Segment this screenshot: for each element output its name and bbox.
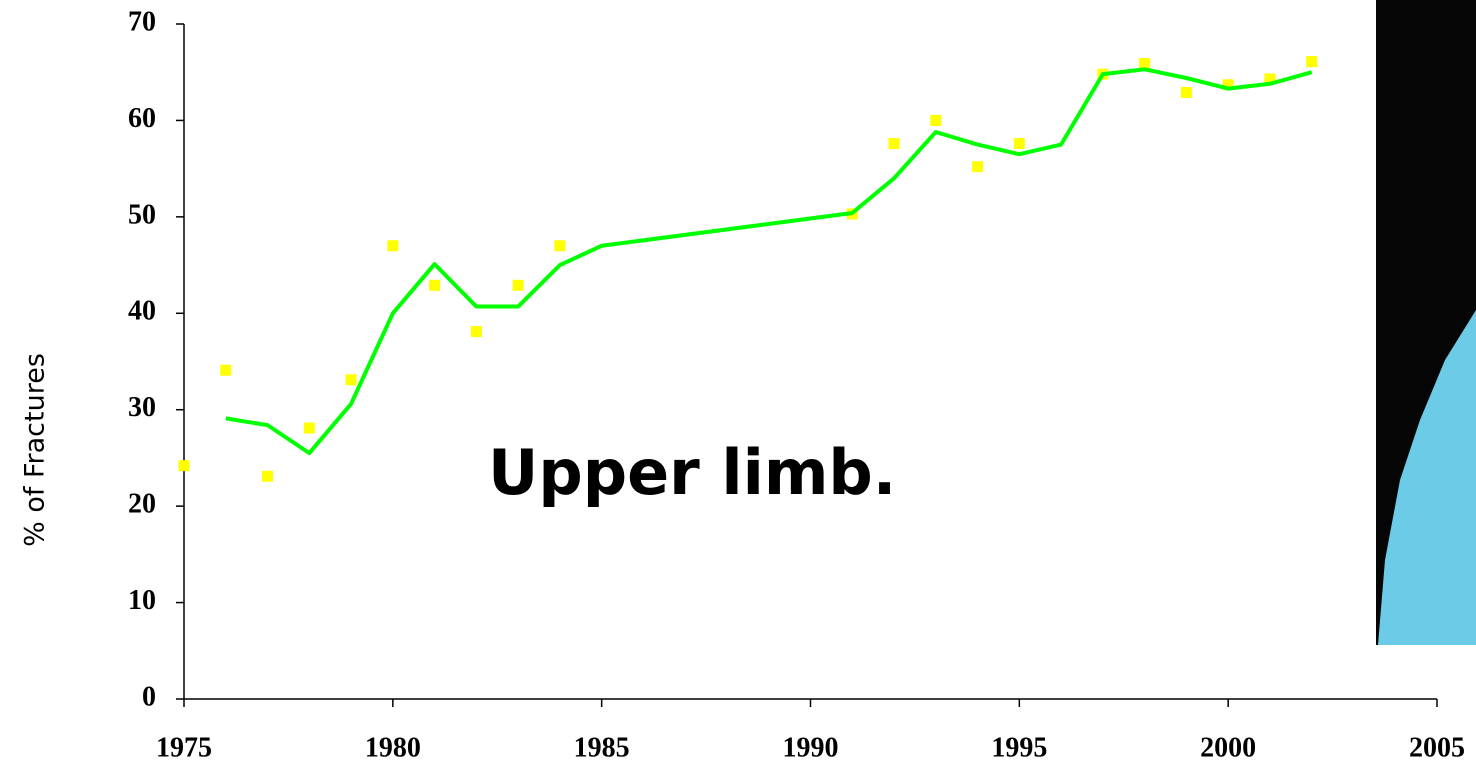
x-tick-label: 1995: [991, 732, 1047, 763]
point: [1014, 138, 1025, 149]
y-tick-label: 50: [128, 199, 156, 230]
photo: [1376, 0, 1476, 645]
y-tick-label: 40: [128, 296, 156, 327]
page: % of Fractures Upper limb. 0 10 20 30 40 50 60…: [0, 0, 1476, 776]
x-tick-label: 1975: [156, 732, 212, 763]
x-tick-label: 1990: [783, 732, 839, 763]
annotation: Upper limb.: [488, 436, 896, 509]
x-tick-label: 2000: [1200, 732, 1256, 763]
point: [972, 161, 983, 172]
y-tick-label: 60: [128, 103, 156, 134]
y-tick-label: 20: [128, 489, 156, 520]
y-tick-label: 10: [128, 585, 156, 616]
point: [1306, 56, 1317, 67]
point: [1181, 87, 1192, 98]
x-tick-label: 2005: [1409, 732, 1465, 763]
y-tick-label: 70: [128, 6, 156, 37]
line: [226, 69, 1312, 453]
x-tick-label: 1985: [574, 732, 630, 763]
point: [387, 240, 398, 251]
point: [471, 326, 482, 337]
point: [930, 115, 941, 126]
x-tick-label: 1980: [365, 732, 421, 763]
y-axis-title: % of Fractures: [20, 353, 51, 547]
point: [554, 240, 565, 251]
chart: % of Fractures Upper limb. 0 10 20 30 40 50 60…: [0, 0, 1476, 776]
point: [346, 374, 357, 385]
point: [304, 423, 315, 434]
point: [889, 138, 900, 149]
y-tick-label: 30: [128, 392, 156, 423]
point: [179, 460, 190, 471]
point: [262, 471, 273, 482]
y-tick-label: 0: [142, 681, 156, 712]
point: [513, 280, 524, 291]
point: [429, 280, 440, 291]
point: [220, 365, 231, 376]
